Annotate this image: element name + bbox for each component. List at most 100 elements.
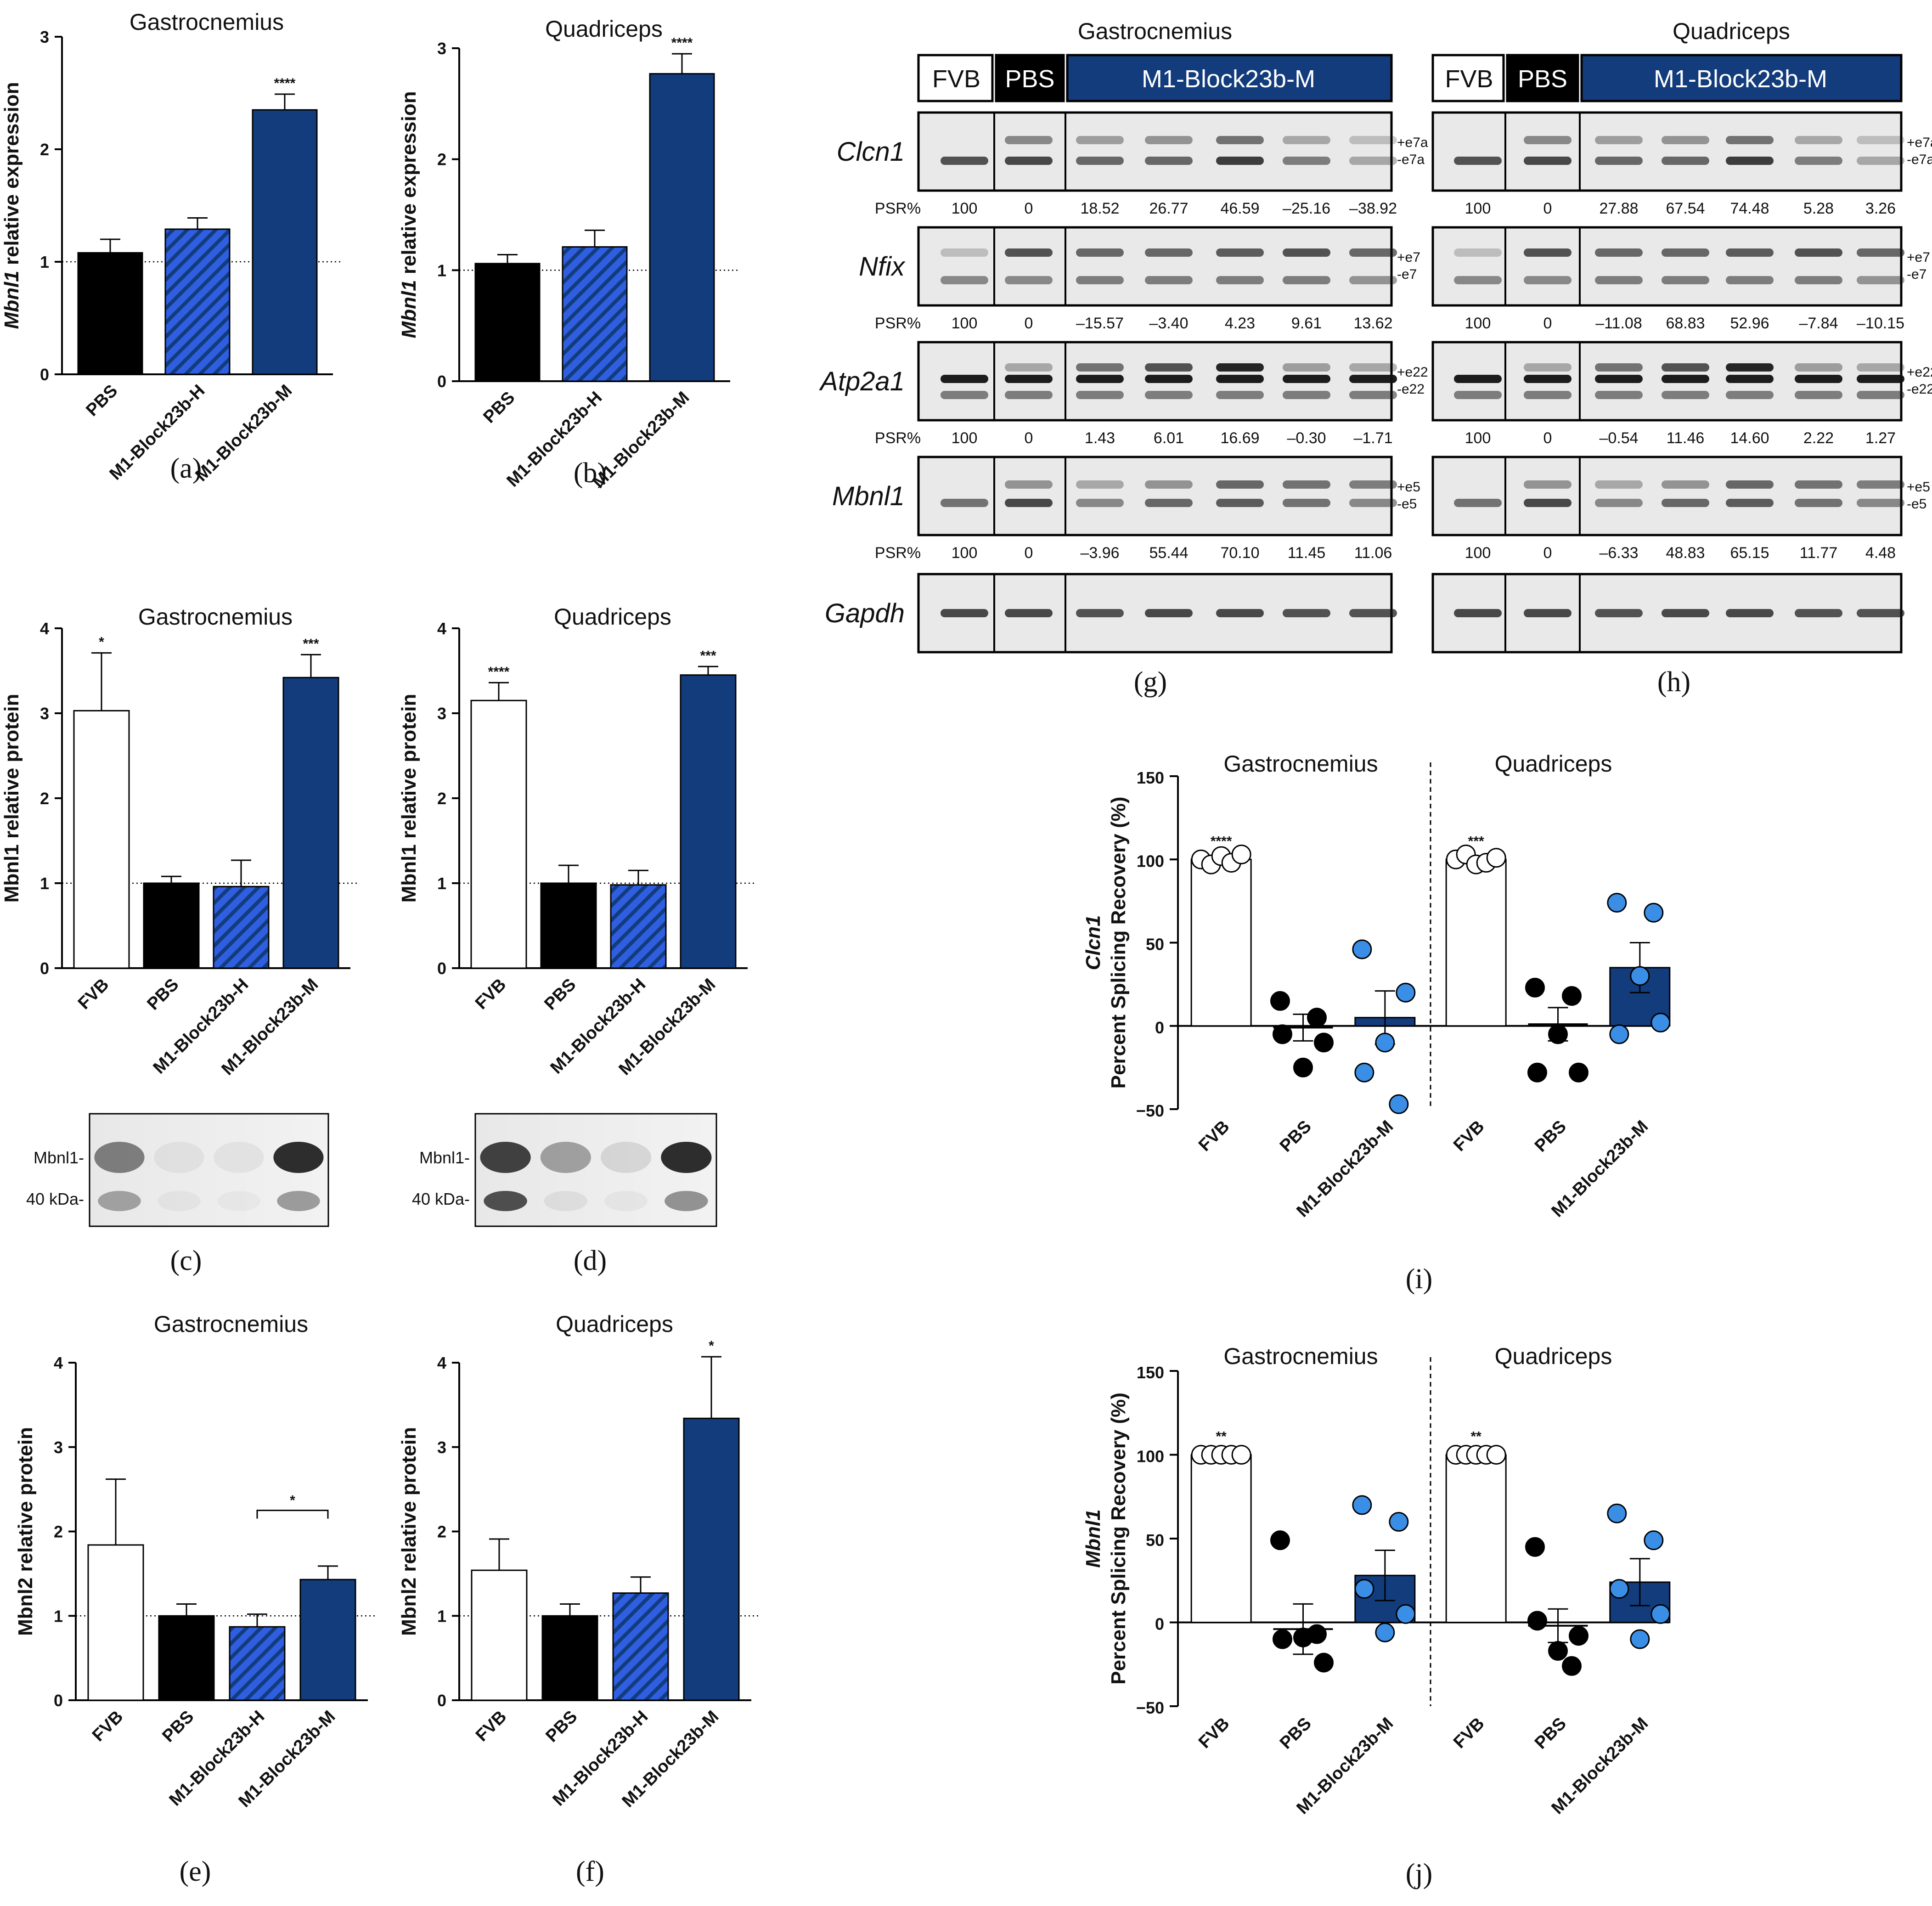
psr-value: 9.61: [1291, 315, 1322, 332]
panel-label: (e): [180, 1856, 211, 1887]
data-point-M1-Block23b-M: [1375, 1622, 1395, 1642]
psr-value: 46.59: [1220, 200, 1259, 217]
significance-mark: ***: [700, 648, 716, 663]
gel-band: [1595, 363, 1643, 372]
gel-row: +e22 -e22 100 0 –0.54 11.46 14.60 2.22 1.27: [1431, 341, 1932, 447]
mean-bar-FVB: [1445, 1454, 1507, 1623]
gel-band: [1283, 391, 1330, 399]
psr-value: –0.30: [1287, 429, 1326, 447]
gel-band: [1145, 391, 1193, 399]
bar-FVB: [87, 1544, 144, 1701]
mean-bar-FVB: [1190, 858, 1252, 1027]
psr-value: 16.69: [1220, 429, 1259, 447]
psr-value: 100: [952, 429, 978, 447]
psr-value: 0: [1025, 544, 1033, 562]
group-title: Quadriceps: [1495, 751, 1612, 777]
significance-mark: **: [1470, 1429, 1481, 1444]
gel-band: [1795, 248, 1842, 257]
gel-band: [1454, 157, 1502, 165]
data-point-PBS: [1293, 1057, 1313, 1077]
y-axis-label: Mbnl1 relative expression: [0, 82, 23, 329]
gel-band: [1857, 276, 1904, 284]
gel-band: [1662, 499, 1709, 507]
header-pbs: [995, 54, 1065, 102]
gel-band: [1857, 157, 1904, 165]
gel-frame: [1431, 226, 1903, 307]
header-pbs-label: PBS: [1518, 65, 1567, 93]
y-tick-label: 150: [1137, 1363, 1164, 1382]
bar-M1-Block23b-M: [282, 677, 339, 969]
y-tick-label: −50: [1136, 1101, 1164, 1120]
significance-mark: ****: [671, 35, 693, 51]
psr-value: 1.43: [1085, 429, 1115, 447]
gel-row: [1431, 573, 1904, 654]
data-point-PBS: [1527, 1611, 1547, 1631]
gel-band: [1795, 276, 1842, 284]
band-label-plus: +e22: [1907, 365, 1932, 380]
significance-mark: ****: [488, 664, 510, 679]
bar-PBS: [541, 1615, 598, 1701]
header-treated: [1580, 54, 1903, 102]
bar-chart-b: Quadriceps 0 1 2 3 Mbnl1 relative expression P…: [398, 16, 739, 492]
gel-band: [1454, 609, 1502, 617]
gel-band: [1524, 157, 1572, 165]
y-tick-label: 2: [437, 1523, 446, 1541]
bar-PBS: [474, 263, 541, 382]
bar-M1-Block23b-H: [164, 228, 231, 375]
y-tick-label: 50: [1146, 1531, 1164, 1550]
category-label: PBS: [1531, 1714, 1570, 1753]
gel-band: [1857, 609, 1904, 617]
y-tick-label: 3: [54, 1438, 63, 1457]
data-point-M1-Block23b-M: [1354, 1579, 1374, 1599]
bar-FVB: [471, 1569, 528, 1701]
gel-band: [1283, 609, 1330, 617]
psr-value: 4.48: [1865, 544, 1896, 562]
data-point-PBS: [1525, 977, 1545, 998]
gel-band: [1216, 136, 1264, 144]
gel-band: [1349, 375, 1397, 383]
gel-band: [1145, 248, 1193, 257]
data-point-PBS: [1273, 1024, 1292, 1044]
gel-band: [1349, 136, 1397, 144]
bar-chart-d: Quadriceps 0 1 2 3 4 Mbnl1 relative protein ***…: [398, 604, 757, 1079]
gene-label: Nfix: [859, 252, 906, 282]
y-axis-label: Mbnl1 relative expression: [398, 91, 420, 338]
gel-band: [1145, 157, 1193, 165]
category-label: FVB: [1450, 1117, 1488, 1155]
header-treated-label: M1-Block23b-M: [1142, 65, 1315, 93]
bar-M1-Block23b-H: [213, 885, 270, 969]
gel-band: [1662, 136, 1709, 144]
y-tick-label: 3: [40, 704, 49, 723]
gel-band: [1076, 363, 1124, 372]
psr-value: 13.62: [1353, 315, 1392, 332]
band-label-plus: +e7a: [1397, 135, 1428, 150]
band-mbnl1: [661, 1142, 712, 1173]
psr-value: 27.88: [1599, 200, 1638, 217]
category-label: PBS: [158, 1707, 197, 1746]
gel-band: [1283, 375, 1330, 383]
band-label-minus: -e22: [1397, 382, 1425, 397]
y-axis-label-gene: Mbnl1: [398, 280, 420, 338]
psr-value: 11.77: [1800, 544, 1838, 562]
category-label: FVB: [472, 1707, 510, 1745]
bar-PBS: [77, 252, 143, 375]
y-axis-label-text: Mbnl1 relative protein: [0, 694, 23, 903]
psr-value: 26.77: [1149, 200, 1188, 217]
gel-band: [941, 609, 988, 617]
band-40kda: [665, 1191, 708, 1211]
y-tick-label: 100: [1137, 851, 1164, 870]
y-axis-label-text: Mbnl2 relative protein: [398, 1427, 420, 1636]
y-tick-label: 4: [437, 619, 446, 638]
band-40kda: [217, 1191, 260, 1211]
gel-band: [1795, 391, 1842, 399]
y-tick-label: 3: [437, 39, 446, 58]
psr-value: –38.92: [1349, 200, 1397, 217]
panel-label: (c): [170, 1245, 202, 1276]
psr-label: PSR%: [875, 544, 921, 562]
marker-label: 40 kDa-: [26, 1190, 84, 1208]
band-label: Mbnl1-: [34, 1148, 84, 1167]
band-40kda: [277, 1191, 320, 1211]
psr-value: 100: [952, 315, 978, 332]
gel-band: [1524, 499, 1572, 507]
